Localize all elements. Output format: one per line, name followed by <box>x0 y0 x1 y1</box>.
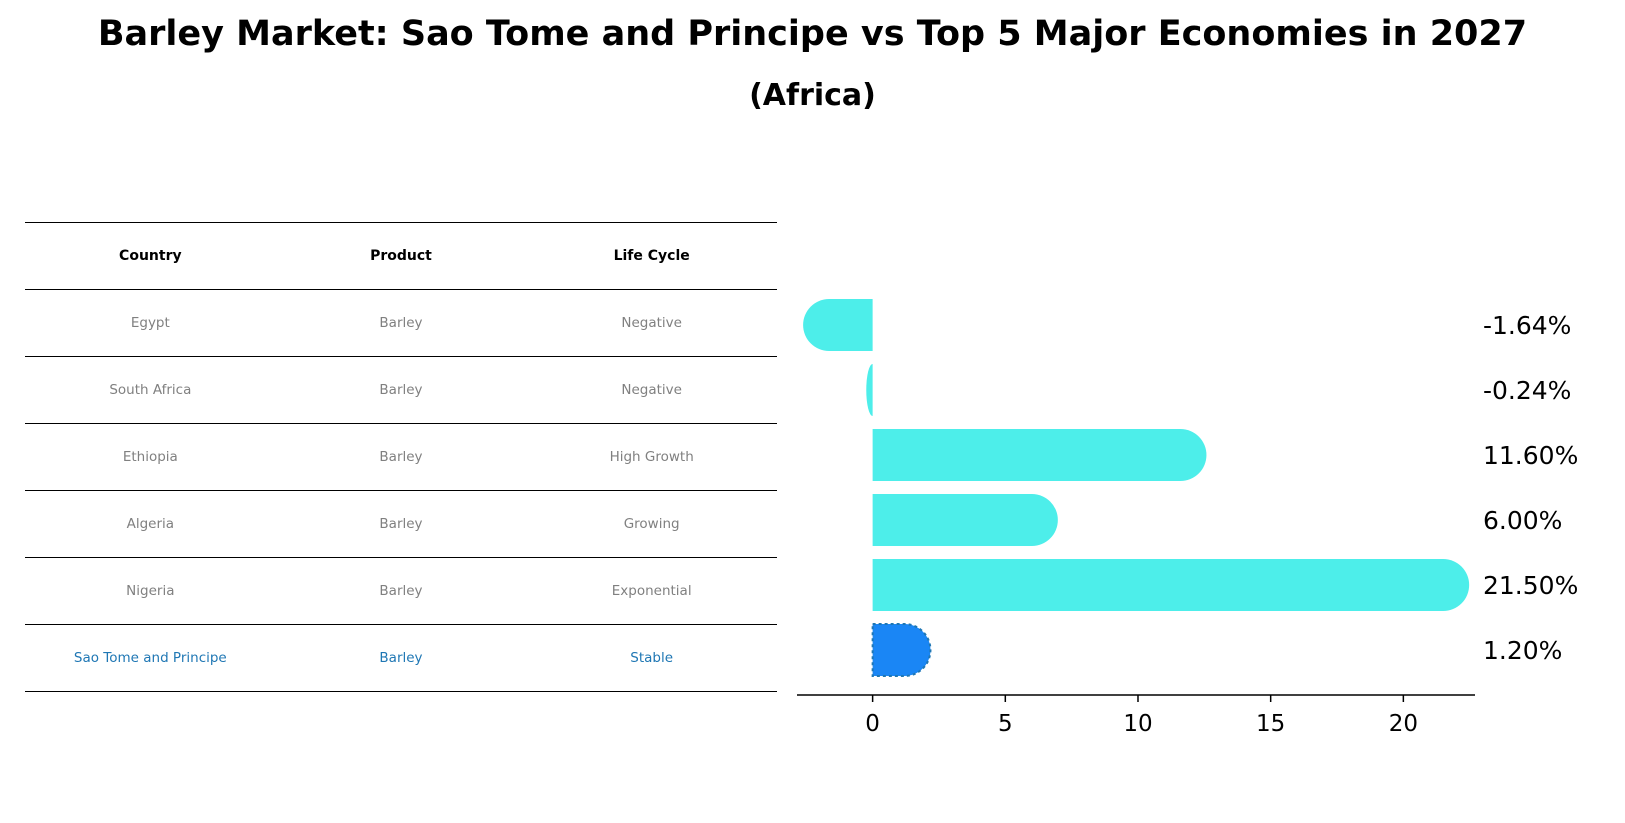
table-row: Ethiopia Barley High Growth <box>25 423 777 491</box>
cell-life-cycle: Stable <box>526 624 777 692</box>
bars-group <box>803 299 1470 677</box>
chart-title: Barley Market: Sao Tome and Principe vs … <box>97 14 1528 54</box>
bar-highlighted <box>871 623 932 677</box>
x-tick-label: 15 <box>1256 711 1285 737</box>
table-row-highlighted: Sao Tome and Principe Barley Stable <box>25 624 777 692</box>
bar <box>872 429 1207 481</box>
cell-country: Egypt <box>25 289 276 357</box>
x-tick-label: 20 <box>1389 711 1418 737</box>
value-labels-group: -1.64% -0.24% 11.60% 6.00% 21.50% 1.20% <box>1483 311 1578 665</box>
cell-country: Algeria <box>25 490 276 558</box>
bar <box>872 559 1470 611</box>
x-tick-label: 10 <box>1123 711 1152 737</box>
cell-life-cycle: Exponential <box>526 557 777 625</box>
x-tick-label: 5 <box>998 711 1013 737</box>
cell-product: Barley <box>275 624 527 692</box>
x-ticks-group: 0 5 10 15 20 <box>865 695 1418 737</box>
bar-value-label: 6.00% <box>1483 506 1562 535</box>
table-header-row: Country Product Life Cycle <box>25 222 777 290</box>
bar-value-label: 1.20% <box>1483 636 1562 665</box>
cell-country: Ethiopia <box>25 423 276 491</box>
table-row: Nigeria Barley Exponential <box>25 557 777 625</box>
bar-value-label: -1.64% <box>1483 311 1571 340</box>
table-row: South Africa Barley Negative <box>25 356 777 424</box>
table-row: Algeria Barley Growing <box>25 490 777 558</box>
table-row: Egypt Barley Negative <box>25 289 777 357</box>
cell-life-cycle: Negative <box>526 289 777 357</box>
cell-country: Sao Tome and Principe <box>25 624 276 692</box>
header-product: Product <box>275 222 527 290</box>
cell-country: Nigeria <box>25 557 276 625</box>
bar-value-label: -0.24% <box>1483 376 1571 405</box>
bar <box>872 494 1058 546</box>
bar <box>803 299 873 351</box>
bar <box>866 364 873 416</box>
cell-product: Barley <box>275 490 527 558</box>
cell-country: South Africa <box>25 356 276 424</box>
cell-life-cycle: Growing <box>526 490 777 558</box>
header-life-cycle: Life Cycle <box>526 222 777 290</box>
cell-product: Barley <box>275 289 527 357</box>
cell-life-cycle: Negative <box>526 356 777 424</box>
cell-product: Barley <box>275 423 527 491</box>
header-country: Country <box>25 222 276 290</box>
country-table: Country Product Life Cycle Egypt Barley … <box>25 222 777 692</box>
bar-value-label: 21.50% <box>1483 571 1578 600</box>
cell-product: Barley <box>275 557 527 625</box>
cell-product: Barley <box>275 356 527 424</box>
cell-life-cycle: High Growth <box>526 423 777 491</box>
bar-value-label: 11.60% <box>1483 441 1578 470</box>
x-tick-label: 0 <box>865 711 880 737</box>
chart-subtitle: (Africa) <box>749 78 876 113</box>
